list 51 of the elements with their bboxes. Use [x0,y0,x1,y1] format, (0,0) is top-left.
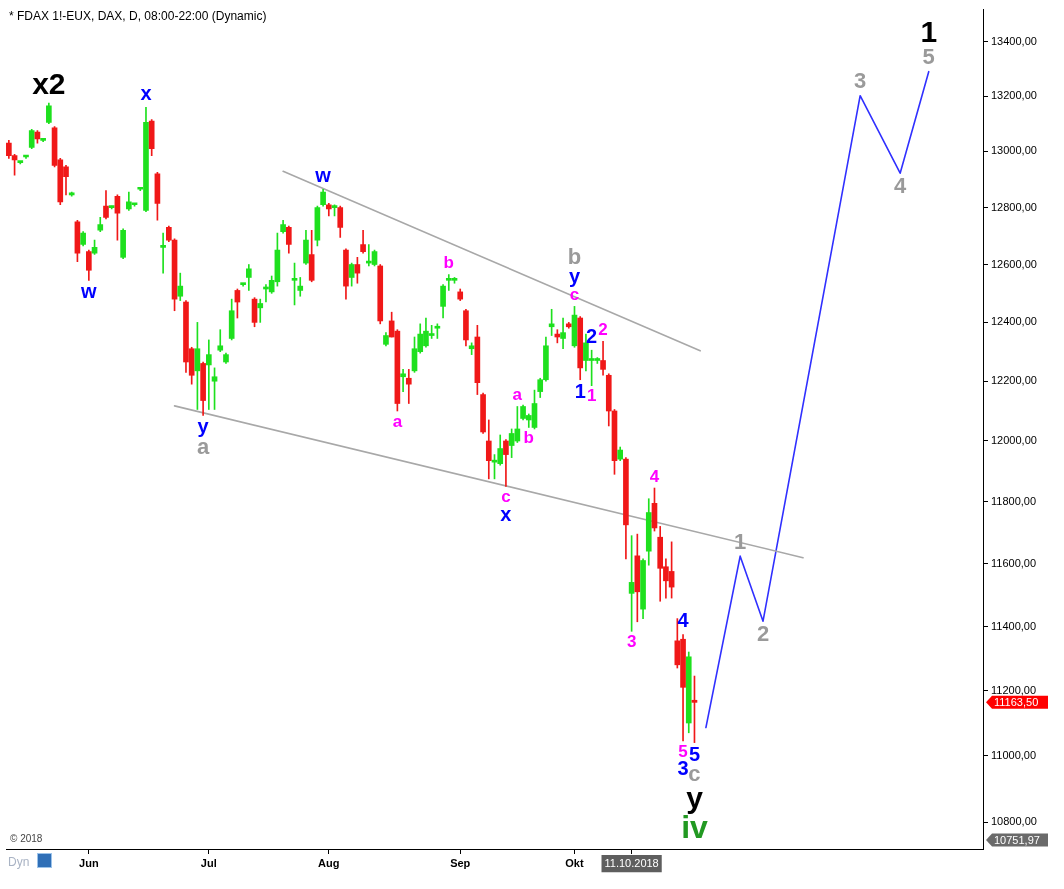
annotation: 4 [677,609,690,632]
y-tick-label: 12200,00 [991,374,1037,387]
y-tick-label: 12800,00 [991,200,1037,213]
annotation: b [567,243,582,269]
x-tick-label: Okt [565,856,584,869]
annotation: 4 [894,172,908,198]
y-tick-label: 12000,00 [991,434,1037,447]
y-tick-label: 11800,00 [991,494,1037,507]
candlestick [160,232,166,274]
chart-title: * FDAX 1!-EUX, DAX, D, 08:00-22:00 (Dynamic) [9,9,267,24]
candlestick [297,277,304,297]
text: 10751,97 [994,833,1040,846]
annotation: 1 [574,379,586,402]
annotation: © 2018 [10,832,43,844]
y-tick-label: 11600,00 [991,556,1037,569]
y-tick-label: 11000,00 [991,748,1037,761]
annotation: a [512,385,523,405]
annotation: 2 [756,620,770,646]
y-tick-label: 11200,00 [991,683,1037,696]
y-tick-label: 10800,00 [991,815,1037,828]
candlestick [206,339,212,410]
y-tick-label: 12600,00 [991,257,1037,270]
candlestick [400,369,406,392]
annotation: w [314,164,332,187]
annotation: w [80,280,98,303]
annotation: 2 [586,325,598,348]
y-tick-label: 13000,00 [991,144,1037,157]
y-tick-label: 13400,00 [991,34,1037,47]
annotation: a [392,411,403,431]
text: Dyn [8,855,30,870]
annotation: b [443,253,454,273]
x-tick-label: 11.10.2018 [604,856,659,869]
y-tick-label: 11400,00 [991,619,1037,632]
annotation: 4 [649,466,660,486]
annotation: 1 [586,386,597,406]
x-tick-label: Sep [450,856,471,869]
candlestick [560,317,566,350]
text: 11163,50 [994,695,1039,708]
x-tick-label: Aug [318,856,340,869]
annotation: x2 [32,67,66,101]
annotation: b [523,428,534,448]
x-tick-label: Jun [79,856,99,869]
candlestick [257,298,264,323]
y-tick-label: 12400,00 [991,315,1037,328]
annotation: 2 [598,320,608,340]
annotation: 3 [626,632,637,652]
candlestick [405,369,412,404]
x-tick-label: Jul [200,856,217,869]
annotation: 3 [854,68,867,94]
y-tick-label: 13200,00 [991,89,1037,102]
annotation: x [140,82,152,105]
